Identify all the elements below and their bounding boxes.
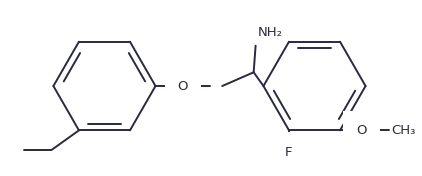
Text: CH₃: CH₃ xyxy=(391,124,415,137)
Text: O: O xyxy=(356,124,367,137)
Text: NH₂: NH₂ xyxy=(257,26,283,39)
Text: O: O xyxy=(178,80,188,93)
Text: F: F xyxy=(285,146,293,159)
